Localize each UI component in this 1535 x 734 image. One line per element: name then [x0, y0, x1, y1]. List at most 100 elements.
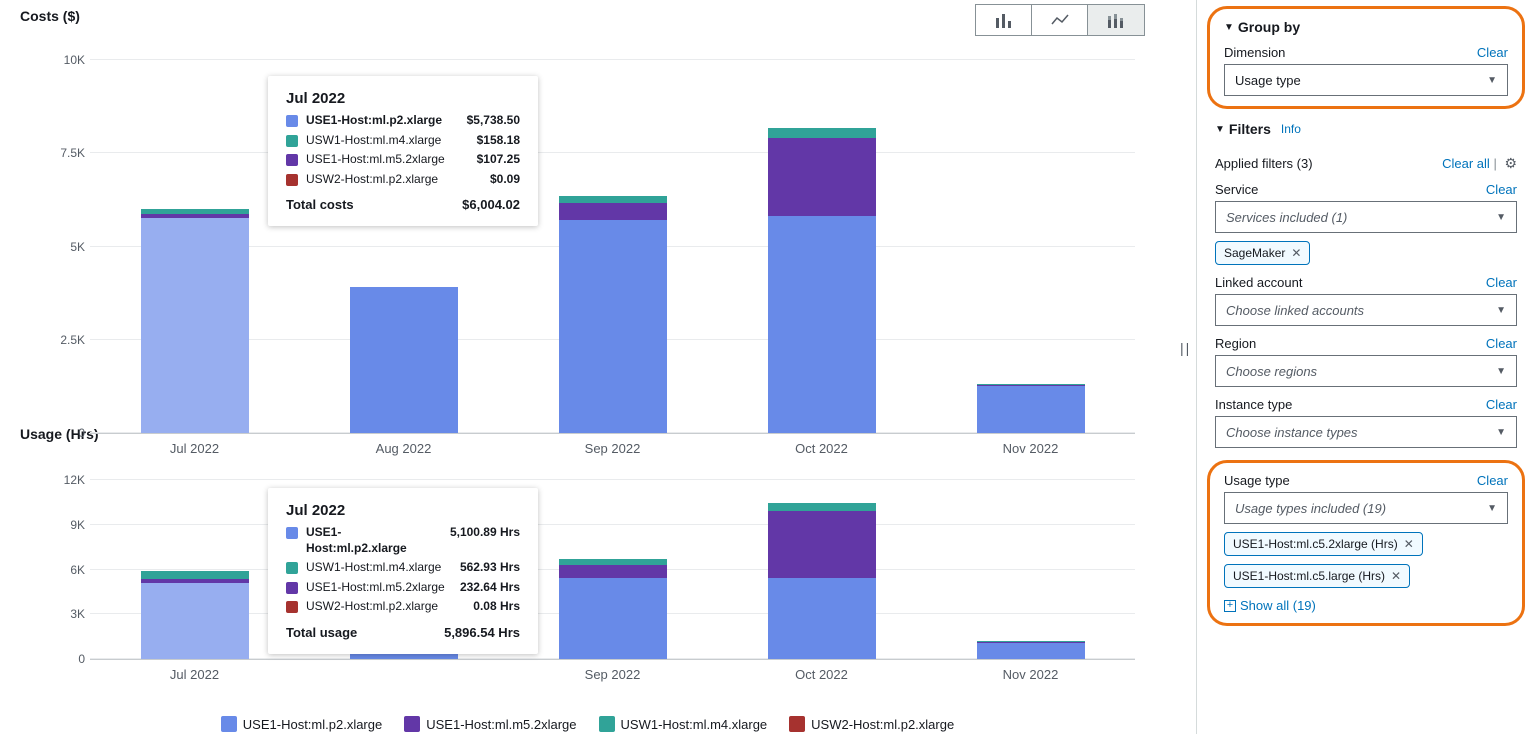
- group-by-header[interactable]: ▼ Group by: [1224, 19, 1508, 35]
- sidebar: ▼ Group by Dimension Clear Usage type ▼ …: [1196, 0, 1535, 734]
- filter-label-linked: Linked account: [1215, 275, 1302, 290]
- filter-select-region[interactable]: Choose regions ▼: [1215, 355, 1517, 387]
- filter-placeholder: Choose linked accounts: [1226, 303, 1364, 318]
- close-icon[interactable]: ✕: [1404, 537, 1414, 551]
- dimension-select[interactable]: Usage type ▼: [1224, 64, 1508, 96]
- gear-icon[interactable]: ⚙: [1504, 155, 1517, 171]
- bar-segment: [559, 220, 667, 433]
- group-by-panel: ▼ Group by Dimension Clear Usage type ▼: [1207, 6, 1525, 109]
- chevron-down-icon: ▼: [1496, 305, 1506, 316]
- legend-label: USE1-Host:ml.p2.xlarge: [243, 717, 382, 732]
- bar-column[interactable]: Sep 2022: [518, 559, 706, 659]
- caret-down-icon: ▼: [1215, 124, 1225, 135]
- usage-type-select[interactable]: Usage types included (19) ▼: [1224, 492, 1508, 524]
- x-label: Oct 2022: [795, 667, 848, 682]
- tooltip-total-value: $6,004.02: [462, 197, 520, 212]
- bar-segment: [559, 196, 667, 203]
- filters-panel: ▼ Filters Info Applied filters (3) Clear…: [1197, 115, 1535, 460]
- swatch-icon: [789, 716, 805, 732]
- bar-segment: [559, 578, 667, 659]
- tooltip-series-label: USE1-Host:ml.m5.2xlarge: [306, 580, 452, 596]
- close-icon[interactable]: ✕: [1391, 569, 1401, 583]
- bar-segment: [977, 643, 1085, 660]
- usage-type-clear[interactable]: Clear: [1477, 473, 1508, 488]
- tooltip-total-value: 5,896.54 Hrs: [444, 625, 520, 640]
- legend-item[interactable]: USW1-Host:ml.m4.xlarge: [599, 716, 768, 732]
- tooltip-total-label: Total usage: [286, 625, 357, 640]
- y-tick: 9K: [45, 518, 85, 532]
- swatch-icon: [286, 174, 298, 186]
- tooltip-title: Jul 2022: [286, 502, 520, 519]
- swatch-icon: [286, 154, 298, 166]
- main-area: Costs ($) 02.5K5K7.5K10KJul 2022Aug 2022…: [0, 0, 1175, 734]
- filter-placeholder: Choose instance types: [1226, 425, 1358, 440]
- legend-label: USE1-Host:ml.m5.2xlarge: [426, 717, 576, 732]
- filter-clear-service[interactable]: Clear: [1486, 182, 1517, 197]
- filter-select-instance[interactable]: Choose instance types ▼: [1215, 416, 1517, 448]
- swatch-icon: [599, 716, 615, 732]
- dimension-label: Dimension: [1224, 45, 1285, 60]
- chip-label: SageMaker: [1224, 246, 1285, 260]
- costs-chart: 02.5K5K7.5K10KJul 2022Aug 2022Sep 2022Oc…: [20, 24, 1155, 424]
- chevron-down-icon: ▼: [1487, 75, 1497, 86]
- show-all-link[interactable]: + Show all (19): [1224, 598, 1508, 613]
- tooltip-series-label: USW2-Host:ml.p2.xlarge: [306, 599, 465, 615]
- bar-column[interactable]: Aug 2022: [309, 287, 497, 433]
- tooltip-series-value: 232.64 Hrs: [460, 580, 520, 594]
- chip-label: USE1-Host:ml.c5.large (Hrs): [1233, 569, 1385, 583]
- swatch-icon: [286, 601, 298, 613]
- group-by-clear[interactable]: Clear: [1477, 45, 1508, 60]
- bar-column[interactable]: Jul 2022: [100, 209, 288, 434]
- filter-clear-linked[interactable]: Clear: [1486, 275, 1517, 290]
- filter-clear-region[interactable]: Clear: [1486, 336, 1517, 351]
- swatch-icon: [404, 716, 420, 732]
- tooltip-title: Jul 2022: [286, 90, 520, 107]
- tooltip-total-label: Total costs: [286, 197, 354, 212]
- tooltip-series-label: USW2-Host:ml.p2.xlarge: [306, 172, 482, 188]
- filter-label-service: Service: [1215, 182, 1258, 197]
- filter-chip[interactable]: SageMaker ✕: [1215, 241, 1310, 265]
- bar-column[interactable]: Nov 2022: [936, 384, 1124, 433]
- bar-segment: [559, 203, 667, 220]
- chevron-down-icon: ▼: [1496, 427, 1506, 438]
- bar-column[interactable]: Oct 2022: [727, 503, 915, 659]
- bar-column[interactable]: Sep 2022: [518, 196, 706, 433]
- y-tick: 0: [45, 426, 85, 440]
- filter-select-service[interactable]: Services included (1)▼: [1215, 201, 1517, 233]
- close-icon[interactable]: ✕: [1291, 246, 1301, 260]
- filters-header[interactable]: ▼ Filters Info: [1215, 121, 1517, 137]
- filter-clear-instance[interactable]: Clear: [1486, 397, 1517, 412]
- legend-item[interactable]: USE1-Host:ml.m5.2xlarge: [404, 716, 576, 732]
- filters-title: Filters: [1229, 121, 1271, 137]
- bar-segment: [768, 216, 876, 433]
- clear-all-link[interactable]: Clear all: [1442, 156, 1490, 171]
- bar-segment: [768, 503, 876, 511]
- chevron-down-icon: ▼: [1496, 366, 1506, 377]
- bar-segment: [559, 565, 667, 579]
- filter-label-region: Region: [1215, 336, 1256, 351]
- x-label: Nov 2022: [1003, 667, 1059, 682]
- legend-label: USW2-Host:ml.p2.xlarge: [811, 717, 954, 732]
- swatch-icon: [221, 716, 237, 732]
- filters-info-link[interactable]: Info: [1281, 122, 1301, 136]
- drag-handle-icon[interactable]: ||: [1180, 340, 1191, 356]
- legend-label: USW1-Host:ml.m4.xlarge: [621, 717, 768, 732]
- tooltip-series-label: USE1-Host:ml.m5.2xlarge: [306, 152, 469, 168]
- swatch-icon: [286, 527, 298, 539]
- tooltip-series-value: $0.09: [490, 172, 520, 186]
- bar-segment: [141, 583, 249, 660]
- bar-column[interactable]: Jul 2022: [100, 571, 288, 659]
- bar-segment: [768, 511, 876, 579]
- legend-item[interactable]: USW2-Host:ml.p2.xlarge: [789, 716, 954, 732]
- legend-item[interactable]: USE1-Host:ml.p2.xlarge: [221, 716, 382, 732]
- y-tick: 3K: [45, 607, 85, 621]
- caret-down-icon: ▼: [1224, 22, 1234, 33]
- bar-column[interactable]: Oct 2022: [727, 128, 915, 433]
- bar-column[interactable]: Nov 2022: [936, 641, 1124, 659]
- usage-type-chip[interactable]: USE1-Host:ml.c5.2xlarge (Hrs) ✕: [1224, 532, 1423, 556]
- filter-select-linked[interactable]: Choose linked accounts ▼: [1215, 294, 1517, 326]
- chip-label: USE1-Host:ml.c5.2xlarge (Hrs): [1233, 537, 1398, 551]
- filter-placeholder: Choose regions: [1226, 364, 1317, 379]
- bar-segment: [141, 571, 249, 579]
- usage-type-chip[interactable]: USE1-Host:ml.c5.large (Hrs) ✕: [1224, 564, 1410, 588]
